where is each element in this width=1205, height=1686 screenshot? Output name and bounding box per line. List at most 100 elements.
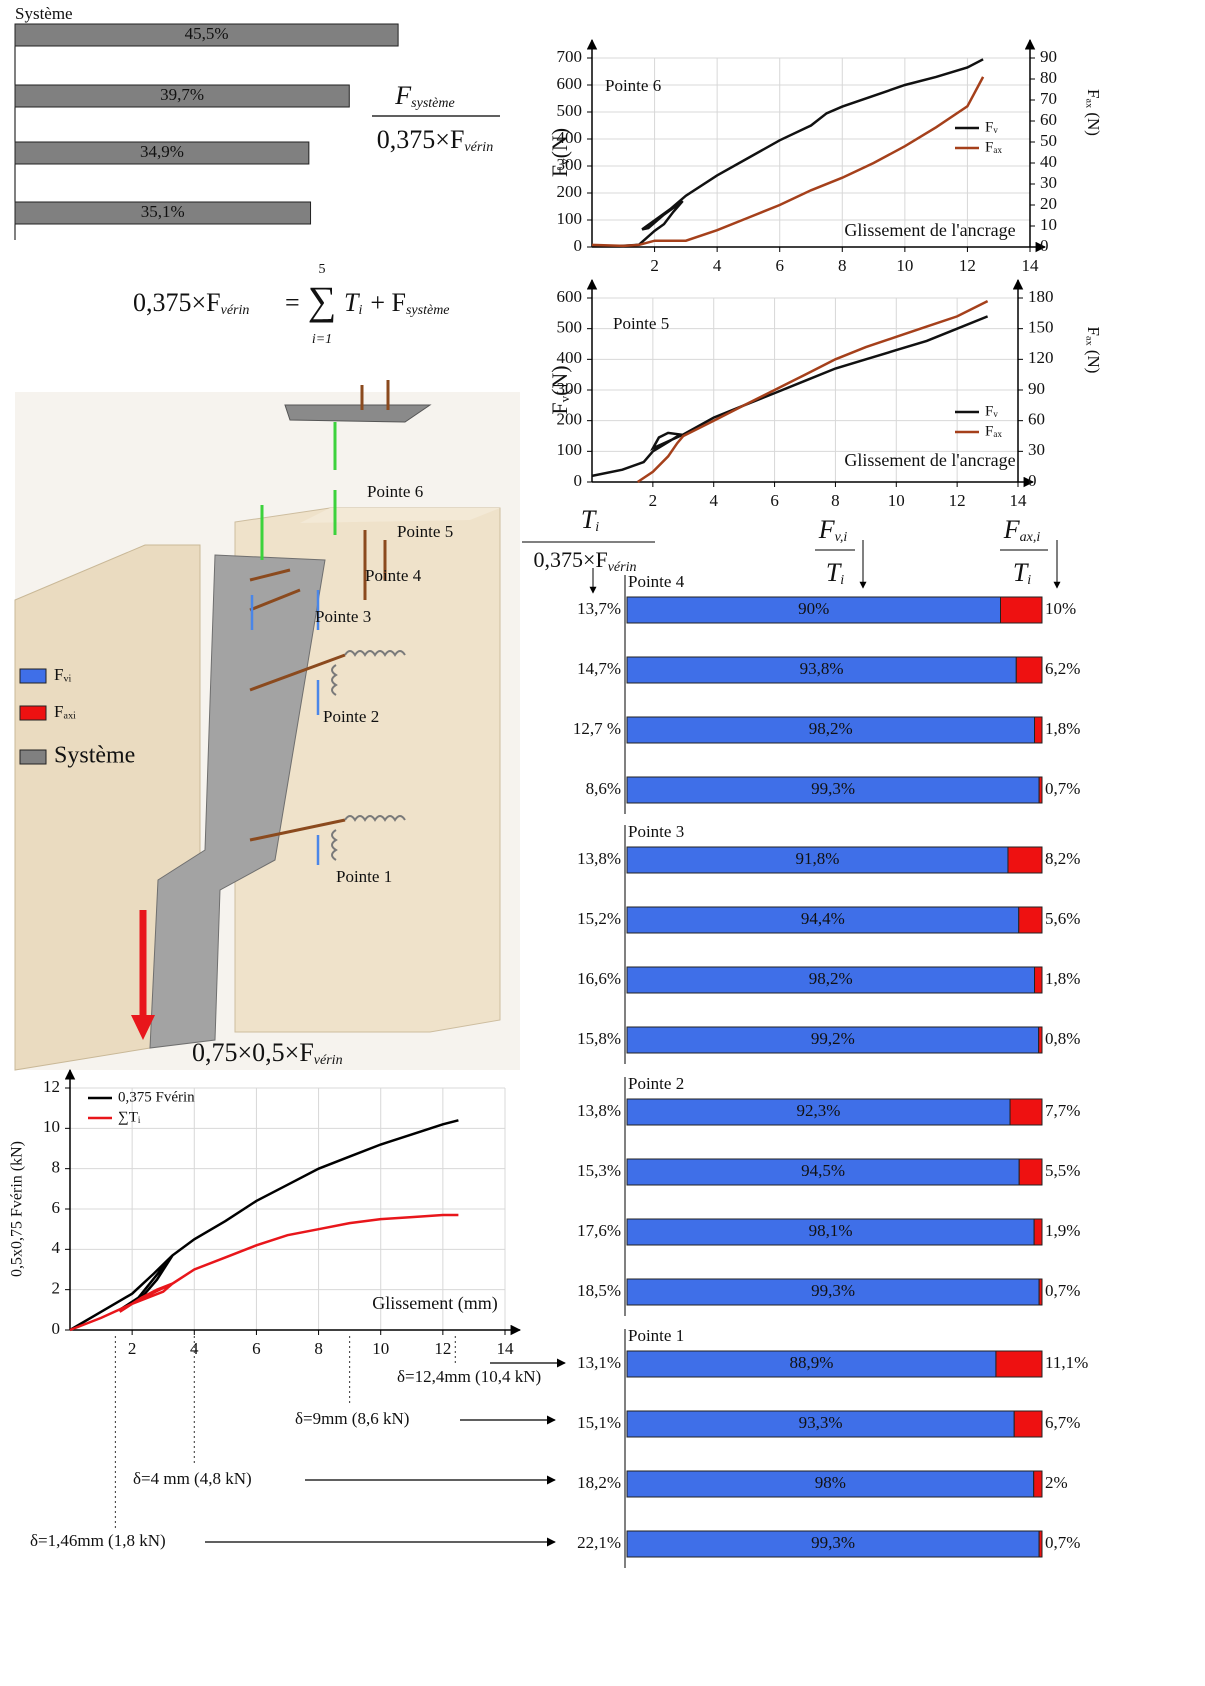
bar-segment xyxy=(1034,966,1043,994)
assembly-diagram: Pointe 6 Pointe 5 Pointe 4 Pointe 3 Poin… xyxy=(14,380,520,1071)
eq-text: 0,375×Fvérin xyxy=(133,288,249,318)
legend-label: ∑Tᵢ xyxy=(118,1109,141,1125)
category-label: 22,1% xyxy=(577,1533,621,1552)
group-title: Pointe 1 xyxy=(628,1326,684,1345)
header-num: Ti xyxy=(581,505,599,535)
eq-sub: vérin xyxy=(314,1053,343,1068)
bar-label: 1,9% xyxy=(1045,1221,1080,1240)
series-line xyxy=(69,1213,459,1332)
y2-tick-label: 20 xyxy=(1040,194,1057,213)
x-axis-label: Glissement de l'ancrage xyxy=(844,450,1015,470)
header-den: Ti xyxy=(1013,558,1031,588)
diagram-label: Pointe 4 xyxy=(365,566,422,585)
category-label: 15,3% xyxy=(577,1161,621,1180)
y-tick-label: 10 xyxy=(43,1117,60,1136)
series-line xyxy=(591,76,985,248)
y-tick-label: 200 xyxy=(557,182,583,201)
bar-label: 1,8% xyxy=(1045,969,1080,988)
bar-label: 45,5% xyxy=(185,24,229,43)
eq-part: T xyxy=(826,558,842,587)
header-den: Ti xyxy=(826,558,844,588)
eq-part: F xyxy=(818,515,836,544)
bar-segment xyxy=(1000,596,1043,624)
bar-segment xyxy=(626,1410,1015,1438)
x-tick-label: 12 xyxy=(959,256,976,275)
y2-axis-label: Fₐₓ (N) xyxy=(1084,89,1103,136)
eq-sub: vérin xyxy=(464,140,493,155)
eq-text: Fsystème xyxy=(394,81,454,111)
x-axis-label: Glissement (mm) xyxy=(372,1293,497,1314)
eq-lower: i=1 xyxy=(312,332,332,347)
category-label: 15,8% xyxy=(577,1029,621,1048)
series-line xyxy=(69,1119,459,1332)
bar xyxy=(14,141,310,165)
x-tick-label: 14 xyxy=(497,1339,515,1358)
x-tick-label: 4 xyxy=(190,1339,199,1358)
springs xyxy=(331,650,406,861)
eq-text: 0,375×Fvérin xyxy=(377,125,493,155)
category-label: 13,7% xyxy=(577,599,621,618)
bar-chart: Pointe 3 13,8% 91,8% 8,2% 15,2% 94,4% 5,6% 16,6… xyxy=(577,822,1080,1064)
x-tick-label: 14 xyxy=(1010,491,1028,510)
bar xyxy=(14,84,350,108)
bar-label: 99,3% xyxy=(811,1281,855,1300)
y-tick-label: 500 xyxy=(557,101,583,120)
eq-part: T xyxy=(1013,558,1029,587)
y-tick-label: 12 xyxy=(43,1077,60,1096)
diagram-label: Pointe 2 xyxy=(323,707,379,726)
bar-segment xyxy=(1007,846,1043,874)
diagram-label: Pointe 3 xyxy=(315,607,371,626)
equation-balance: 0,375×Fvérin = ∑ 5 i=1 Ti + Fsystème xyxy=(133,262,450,347)
y2-tick-label: 30 xyxy=(1028,440,1045,459)
bar-segment xyxy=(1034,716,1043,744)
bar-segment xyxy=(626,596,1001,624)
bar-segment xyxy=(626,1098,1011,1126)
bar-label: 93,3% xyxy=(799,1413,843,1432)
y2-tick-label: 90 xyxy=(1028,379,1045,398)
bar-segment xyxy=(1009,1098,1043,1126)
header-num: Fax,i xyxy=(1003,515,1041,545)
nails xyxy=(249,380,390,842)
top-plate xyxy=(284,404,432,423)
line-chart: 2 4 6 8 10 12 14010020030040050060070001020304… xyxy=(547,38,1103,275)
bar-segment xyxy=(626,1350,997,1378)
chart-title: Pointe 6 xyxy=(605,76,661,95)
bar-segment xyxy=(1038,776,1043,804)
category-label: 15,1% xyxy=(577,1413,621,1432)
legend-swatch xyxy=(19,705,47,721)
eq-sub: i xyxy=(840,573,844,588)
group-title: Pointe 3 xyxy=(628,822,684,841)
bar-label: 1,8% xyxy=(1045,719,1080,738)
eq-sub: système xyxy=(406,303,450,318)
bar-segment xyxy=(995,1350,1043,1378)
bar-segment xyxy=(1038,1026,1043,1054)
marker-label: δ=1,46mm (1,8 kN) xyxy=(30,1531,166,1550)
bar-label: 7,7% xyxy=(1045,1101,1080,1120)
bar-label: 91,8% xyxy=(796,849,840,868)
y2-axis-label: Fₐₓ (N) xyxy=(1084,327,1103,374)
eq-sub: ax,i xyxy=(1020,530,1041,545)
y2-tick-label: 50 xyxy=(1040,131,1057,150)
right-beam-top xyxy=(300,508,500,523)
eq-sub: i xyxy=(595,520,599,535)
bar-label: 2% xyxy=(1045,1473,1068,1492)
bar-label: 0,7% xyxy=(1045,1281,1080,1300)
marker-label: δ=4 mm (4,8 kN) xyxy=(133,1469,252,1488)
bar-label: 5,6% xyxy=(1045,909,1080,928)
bar-label: 94,5% xyxy=(801,1161,845,1180)
bar-label: 88,9% xyxy=(790,1353,834,1372)
bar-label: 0,8% xyxy=(1045,1029,1080,1048)
x-tick-label: 14 xyxy=(1022,256,1040,275)
bar xyxy=(14,23,399,47)
x-tick-label: 2 xyxy=(649,491,658,510)
green-arrows xyxy=(260,422,337,560)
y2-tick-label: 0 xyxy=(1028,471,1037,490)
y-axis-label: Fᵥ(N) xyxy=(547,365,572,414)
x-tick-label: 10 xyxy=(896,256,913,275)
category-label: 18,2% xyxy=(577,1473,621,1492)
eq-upper: 5 xyxy=(319,262,326,277)
eq-sub: v,i xyxy=(835,530,848,545)
eq-sub: i xyxy=(1027,573,1031,588)
eq-part: 0,375×F xyxy=(133,288,221,317)
legend-swatch xyxy=(19,668,47,684)
